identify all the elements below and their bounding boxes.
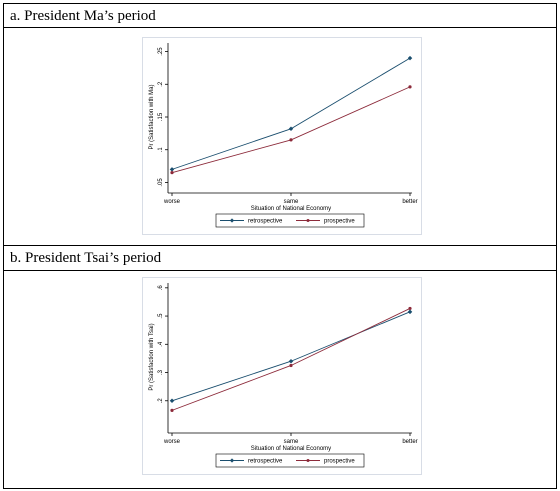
- legend-label-retrospective: retrospective: [248, 219, 283, 225]
- data-point-prospective: [170, 408, 174, 412]
- chart-ma: .05 .1 .15 .2 .25 Pr (Satisfaction with Ma) wo…: [142, 37, 422, 235]
- legend-marker-prospective: [306, 219, 310, 222]
- y-tick-label: .6: [158, 285, 164, 291]
- x-tick-label: worse: [163, 439, 181, 445]
- data-point-prospective: [170, 171, 174, 175]
- legend-box: [215, 453, 365, 468]
- y-axis-title: Pr (Satisfaction with Ma): [149, 84, 155, 149]
- x-tick-label: same: [284, 199, 299, 205]
- data-point-prospective: [408, 306, 412, 311]
- figure-frame: a. President Ma’s period b. President Ts…: [3, 3, 557, 489]
- legend-label-retrospective: retrospective: [248, 459, 283, 465]
- x-tick-label: better: [402, 439, 417, 445]
- x-tick-label: same: [284, 439, 299, 445]
- panel-a-heading: a. President Ma’s period: [4, 4, 556, 28]
- chart-tsai: .2 .3 .4 .5 .6 Pr (Satisfaction with Tsai) wor…: [142, 277, 422, 475]
- data-point-prospective: [408, 85, 412, 89]
- y-tick-label: .1: [158, 147, 164, 153]
- legend: retrospective prospective: [215, 213, 365, 228]
- y-tick-label: .2: [158, 398, 164, 404]
- data-point-retrospective: [169, 167, 175, 172]
- panel-b-heading: b. President Tsai’s period: [4, 245, 556, 271]
- legend-marker-retrospective: [229, 458, 235, 463]
- y-tick-label: .15: [158, 112, 164, 121]
- chart-border: [142, 277, 422, 475]
- chart-border: [142, 37, 422, 235]
- legend-box: [215, 213, 365, 228]
- legend-label-prospective: prospective: [324, 459, 355, 465]
- y-tick-label: .25: [158, 47, 164, 56]
- x-tick-label: better: [402, 199, 417, 205]
- y-tick-label: .2: [158, 81, 164, 87]
- legend-label-prospective: prospective: [324, 219, 355, 225]
- y-tick-label: .5: [158, 313, 164, 319]
- data-point-prospective: [289, 363, 293, 368]
- legend-marker-prospective: [306, 459, 310, 462]
- y-tick-label: .4: [158, 341, 164, 347]
- y-tick-label: .05: [158, 178, 164, 187]
- x-tick-label: worse: [163, 199, 181, 205]
- legend: retrospective prospective: [215, 453, 365, 468]
- x-axis-title: Situation of National Economy: [251, 206, 331, 212]
- data-point-retrospective: [407, 309, 413, 315]
- y-tick-label: .3: [158, 369, 164, 375]
- y-axis-title: Pr (Satisfaction with Tsai): [149, 323, 155, 390]
- legend-marker-retrospective: [229, 218, 235, 223]
- x-axis-title: Situation of National Economy: [251, 446, 331, 452]
- data-point-prospective: [289, 138, 293, 142]
